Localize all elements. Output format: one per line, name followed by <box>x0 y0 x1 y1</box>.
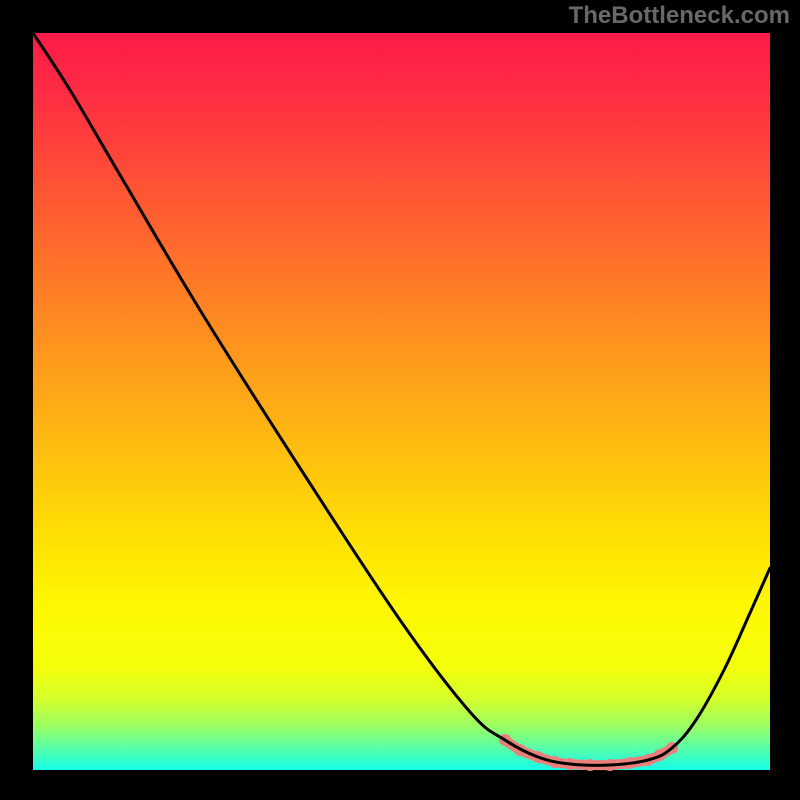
main-curve <box>33 33 770 765</box>
chart-svg <box>0 0 800 800</box>
canvas: TheBottleneck.com <box>0 0 800 800</box>
